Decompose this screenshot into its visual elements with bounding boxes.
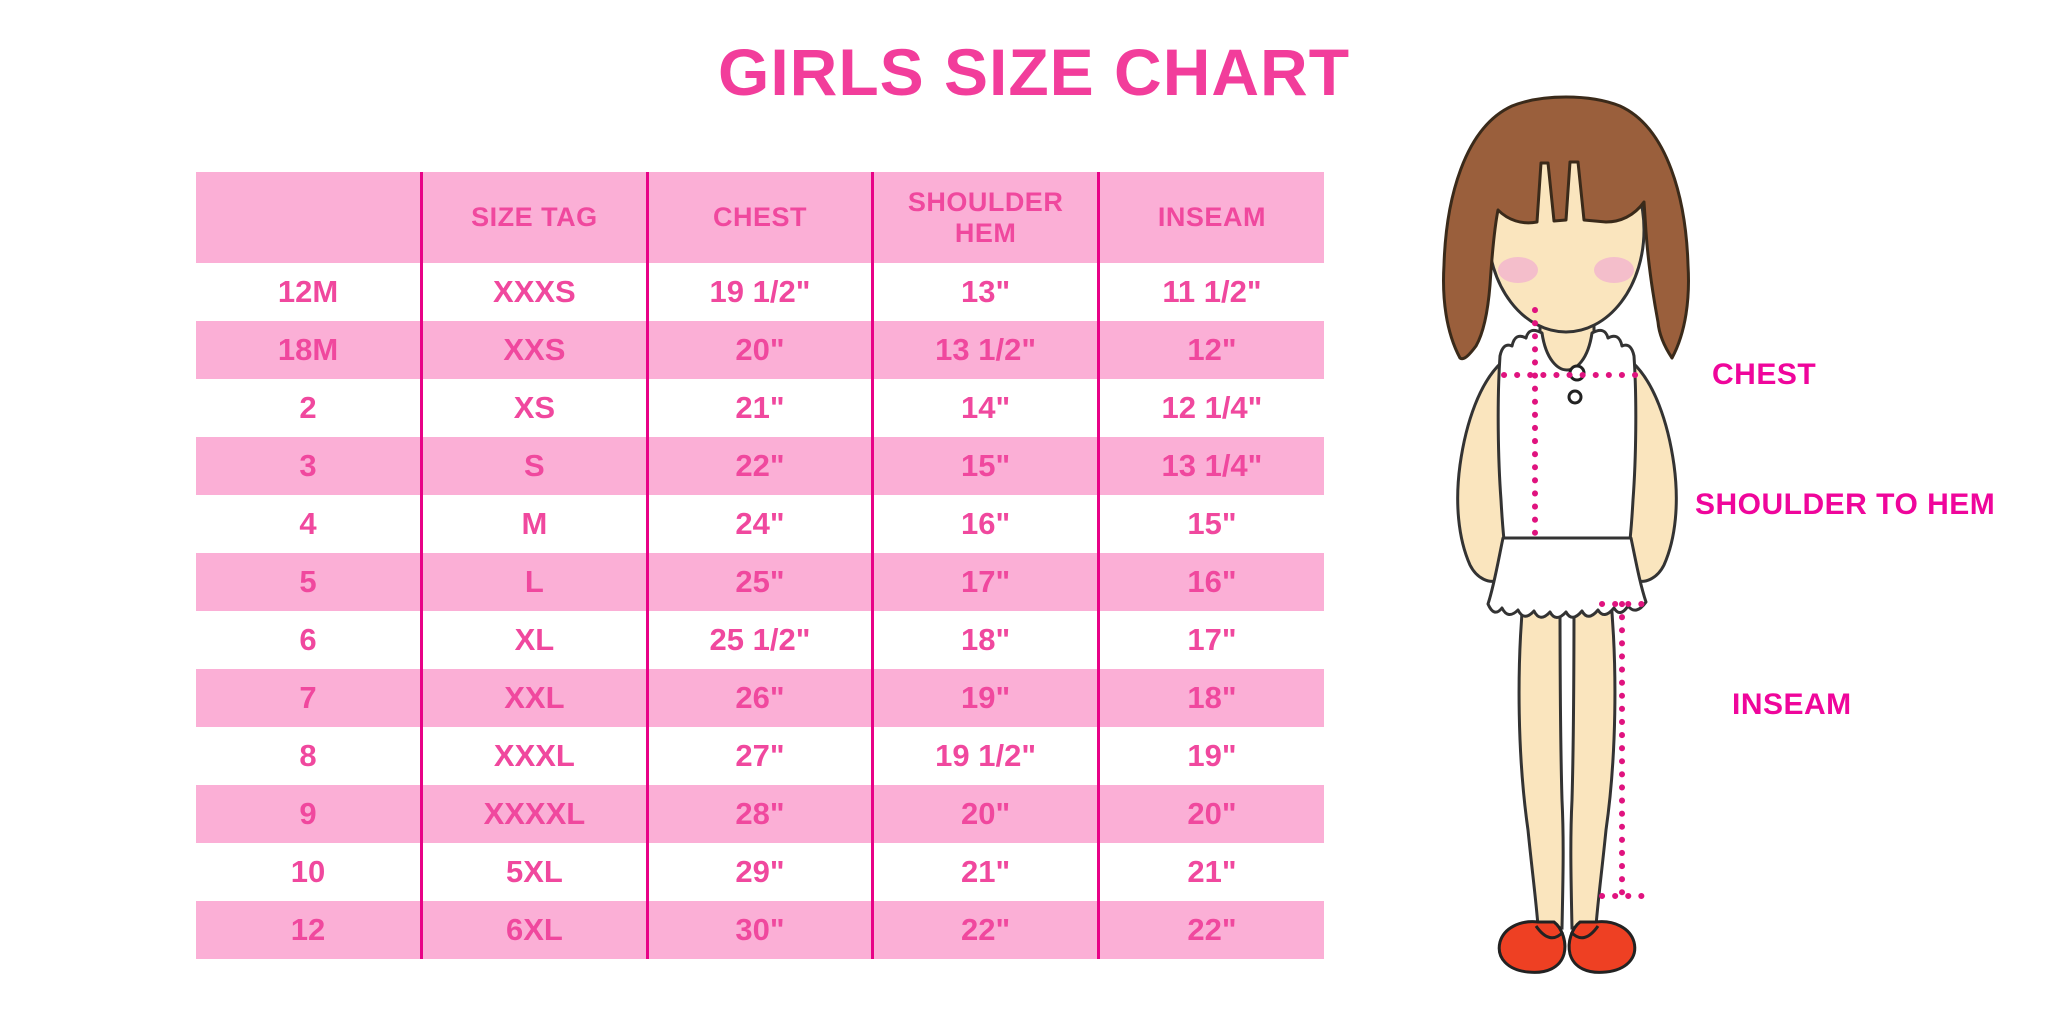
table-cell: 27" [645, 727, 873, 785]
table-cell: 19" [1096, 727, 1324, 785]
chest-label: CHEST [1712, 358, 1817, 391]
table-cell: 10 [290, 854, 326, 889]
table-cell: 6XL [420, 901, 648, 959]
table-cell: 30" [645, 901, 873, 959]
table-cell: 9 [299, 796, 317, 831]
table-cell: S [420, 437, 648, 495]
header-cell-size [196, 172, 422, 263]
table-row: 6 XL 25 1/2" 18" 17" [196, 611, 1324, 669]
skirt [1486, 536, 1648, 619]
table-cell: XS [420, 379, 648, 437]
table-cell: XXXXL [420, 785, 648, 843]
table-cell: 15" [1096, 495, 1324, 553]
table-cell: 22" [871, 901, 1099, 959]
table-cell: 21" [1096, 843, 1324, 901]
table-cell: 24" [645, 495, 873, 553]
table-cell: 16" [1096, 553, 1324, 611]
leg-right [1569, 588, 1617, 930]
table-cell: 28" [645, 785, 873, 843]
table-cell: 21" [871, 843, 1099, 901]
table-cell: 17" [871, 553, 1099, 611]
table-cell: XL [420, 611, 648, 669]
blush-left [1498, 257, 1538, 283]
table-row: 18M XXS 20" 13 1/2" 12" [196, 321, 1324, 379]
table-cell: 25" [645, 553, 873, 611]
table-row: 12M XXXS 19 1/2" 13" 11 1/2" [196, 263, 1324, 321]
table-cell: 14" [871, 379, 1099, 437]
size-chart-table: SIZE TAG CHEST SHOULDER HEM INSEAM 12M XX… [196, 172, 1324, 959]
table-cell: XXS [420, 321, 648, 379]
table-cell: 12 [290, 912, 326, 947]
table-row: 2 XS 21" 14" 12 1/4" [196, 379, 1324, 437]
table-row: 7 XXL 26" 19" 18" [196, 669, 1324, 727]
header-cell-shoulder-hem: SHOULDER HEM [871, 172, 1099, 263]
table-cell: 12M [277, 274, 339, 309]
inseam-label: INSEAM [1732, 688, 1852, 721]
table-cell: 3 [299, 448, 317, 483]
leg-left [1517, 588, 1565, 930]
girl-illustration [1442, 95, 1690, 974]
table-cell: 4 [299, 506, 317, 541]
table-cell: 22" [645, 437, 873, 495]
header-cell-size-tag: SIZE TAG [420, 172, 648, 263]
table-cell: 12" [1096, 321, 1324, 379]
shoe-right [1567, 920, 1637, 974]
table-cell: M [420, 495, 648, 553]
table-cell: 8 [299, 738, 317, 773]
table-cell: 26" [645, 669, 873, 727]
header-row: SIZE TAG CHEST SHOULDER HEM INSEAM [196, 172, 1324, 263]
table-cell: 17" [1096, 611, 1324, 669]
table-cell: 19 1/2" [645, 263, 873, 321]
shoe-strap-right [1569, 925, 1600, 940]
hair [1442, 95, 1690, 361]
table-cell: 13 1/4" [1096, 437, 1324, 495]
table-cell: XXXL [420, 727, 648, 785]
table-row: 3 S 22" 15" 13 1/4" [196, 437, 1324, 495]
blush-right [1594, 257, 1634, 283]
header-cell-inseam: INSEAM [1096, 172, 1324, 263]
table-cell: 22" [1096, 901, 1324, 959]
shoe-left [1497, 920, 1567, 974]
table-cell: 19" [871, 669, 1099, 727]
table-cell: 11 1/2" [1096, 263, 1324, 321]
table-cell: 12 1/4" [1096, 379, 1324, 437]
table-cell: 25 1/2" [645, 611, 873, 669]
shoulder-to-hem-label: SHOULDER TO HEM [1695, 488, 1996, 521]
table-cell: 18M [277, 332, 339, 367]
table-cell: 21" [645, 379, 873, 437]
table-cell: 18" [1096, 669, 1324, 727]
table-cell: L [420, 553, 648, 611]
table-cell: 19 1/2" [871, 727, 1099, 785]
table-cell: 20" [871, 785, 1099, 843]
table-row: 8 XXXL 27" 19 1/2" 19" [196, 727, 1324, 785]
table-cell: 2 [299, 390, 317, 425]
table-cell: 16" [871, 495, 1099, 553]
table-row: 5 L 25" 17" 16" [196, 553, 1324, 611]
table-cell: XXL [420, 669, 648, 727]
table-cell: XXXS [420, 263, 648, 321]
table-cell: 7 [299, 680, 317, 715]
table-row: 10 5XL 29" 21" 21" [196, 843, 1324, 901]
table-cell: 15" [871, 437, 1099, 495]
button-bottom [1567, 389, 1583, 405]
table-cell: 5XL [420, 843, 648, 901]
shoe-strap-left [1534, 925, 1565, 940]
table-cell: 13" [871, 263, 1099, 321]
table-cell: 6 [299, 622, 317, 657]
header-cell-chest: CHEST [645, 172, 873, 263]
table-row: 12 6XL 30" 22" 22" [196, 901, 1324, 959]
table-cell: 5 [299, 564, 317, 599]
size-table-body: 12M XXXS 19 1/2" 13" 11 1/2" 18M XXS 20" 13 1/2"… [196, 263, 1324, 959]
table-cell: 20" [645, 321, 873, 379]
table-cell: 18" [871, 611, 1099, 669]
page-title: GIRLS SIZE CHART [717, 35, 1351, 109]
table-row: 4 M 24" 16" 15" [196, 495, 1324, 553]
table-cell: 13 1/2" [871, 321, 1099, 379]
table-cell: 29" [645, 843, 873, 901]
table-row: 9 XXXXL 28" 20" 20" [196, 785, 1324, 843]
bodice [1496, 328, 1638, 542]
table-cell: 20" [1096, 785, 1324, 843]
